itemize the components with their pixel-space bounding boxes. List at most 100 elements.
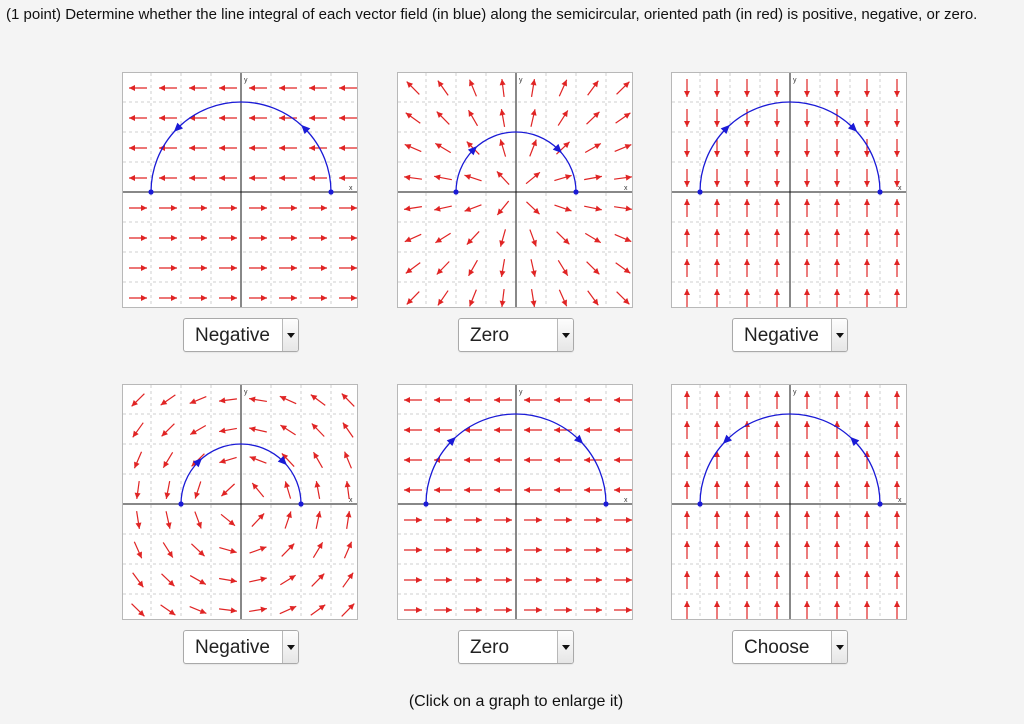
semicircle-path [455, 131, 577, 193]
field-arrowhead [894, 511, 900, 517]
field-arrowhead [804, 601, 810, 607]
field-arrowhead [230, 577, 237, 584]
answer-select-4[interactable]: Negative [183, 630, 299, 664]
answer-select-4-value: Negative [195, 637, 270, 658]
field-arrowhead [614, 487, 620, 493]
field-arrowhead [626, 517, 632, 523]
field-arrowhead [554, 397, 560, 403]
field-arrowhead [774, 121, 780, 127]
field-arrowhead [405, 112, 413, 119]
field-arrowhead [595, 205, 602, 212]
semicircle-path [180, 443, 302, 505]
field-arrowhead [476, 517, 482, 523]
field-arrowhead [804, 151, 810, 157]
field-arrowhead [406, 298, 414, 305]
field-arrowhead [774, 259, 780, 265]
field-arrowhead [804, 511, 810, 517]
path-endpoint [453, 189, 459, 195]
field-arrowhead [494, 397, 500, 403]
field-arrowhead [339, 115, 345, 121]
field-arrowhead [684, 199, 690, 205]
path-endpoint [603, 501, 609, 507]
field-arrowhead [596, 517, 602, 523]
semicircle-path [150, 101, 332, 193]
field-arrowhead [129, 175, 135, 181]
field-arrowhead [744, 451, 750, 457]
field-arrowhead [160, 399, 168, 406]
field-arrowhead [596, 547, 602, 553]
field-arrowhead [219, 145, 225, 151]
field-arrowhead [201, 295, 207, 301]
field-arrowhead [261, 295, 267, 301]
field-arrowhead [774, 199, 780, 205]
answer-select-6[interactable]: Choose [732, 630, 848, 664]
field-arrowhead [314, 481, 321, 488]
field-arrowhead [135, 522, 142, 529]
field-arrowhead [249, 175, 255, 181]
path-direction-arrow [850, 436, 860, 447]
field-arrowhead [834, 571, 840, 577]
answer-select-1[interactable]: Negative [183, 318, 299, 352]
path-endpoint [573, 189, 579, 195]
field-arrowhead [566, 547, 572, 553]
field-arrowhead [744, 259, 750, 265]
field-arrowhead [404, 236, 412, 242]
field-arrowhead [804, 259, 810, 265]
field-arrowhead [714, 181, 720, 187]
field-arrowhead [249, 426, 256, 433]
field-arrowhead [864, 151, 870, 157]
field-arrowhead [464, 487, 470, 493]
field-arrowhead [171, 265, 177, 271]
field-arrowhead [624, 236, 632, 242]
answer-select-5[interactable]: Zero [458, 630, 574, 664]
field-arrowhead [592, 298, 599, 306]
x-axis-label: x [624, 185, 628, 192]
answer-select-3[interactable]: Negative [732, 318, 848, 352]
path-endpoint [178, 501, 184, 507]
field-arrowhead [309, 85, 315, 91]
field-arrowhead [774, 481, 780, 487]
field-arrowhead [134, 492, 141, 499]
field-arrowhead [744, 91, 750, 97]
field-arrowhead [198, 549, 205, 557]
semicircle-path [699, 101, 881, 193]
field-arrowhead [684, 571, 690, 577]
field-arrowhead [684, 289, 690, 295]
field-arrowhead [563, 141, 570, 149]
field-arrowhead [834, 121, 840, 127]
field-arrowhead [804, 481, 810, 487]
field-arrowhead [219, 175, 225, 181]
chevron-down-icon [557, 319, 573, 351]
path-endpoint [328, 189, 334, 195]
field-arrowhead [626, 577, 632, 583]
field-arrowhead [261, 235, 267, 241]
field-arrowhead [864, 229, 870, 235]
chevron-down-icon [282, 631, 298, 663]
field-arrowhead [894, 481, 900, 487]
field-arrowhead [524, 397, 530, 403]
field-arrowhead [744, 151, 750, 157]
field-arrowhead [684, 91, 690, 97]
field-arrowhead [351, 295, 357, 301]
field-arrowhead [714, 481, 720, 487]
field-arrowhead [230, 607, 237, 614]
field-arrowhead [464, 397, 470, 403]
field-arrowhead [614, 457, 620, 463]
field-arrowhead [804, 451, 810, 457]
field-arrowhead [564, 206, 572, 212]
answer-select-2[interactable]: Zero [458, 318, 574, 352]
field-arrowhead [231, 235, 237, 241]
field-arrowhead [894, 229, 900, 235]
field-arrowhead [434, 427, 440, 433]
field-arrowhead [288, 575, 296, 581]
field-arrowhead [563, 237, 570, 245]
field-arrowhead [894, 199, 900, 205]
field-arrowhead [280, 425, 288, 431]
field-arrowhead [584, 457, 590, 463]
